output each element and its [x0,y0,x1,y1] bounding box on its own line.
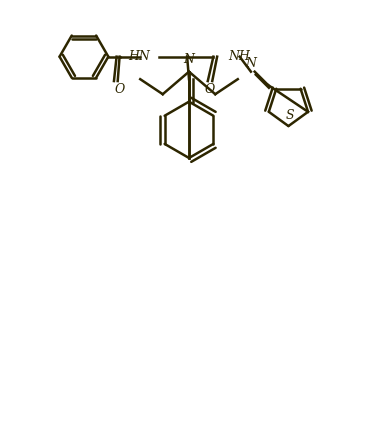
Text: HN: HN [128,50,150,63]
Text: N: N [245,57,256,70]
Text: O: O [115,83,125,96]
Text: NH: NH [228,50,250,63]
Text: N: N [183,53,195,66]
Text: S: S [286,109,294,123]
Text: O: O [204,83,215,96]
